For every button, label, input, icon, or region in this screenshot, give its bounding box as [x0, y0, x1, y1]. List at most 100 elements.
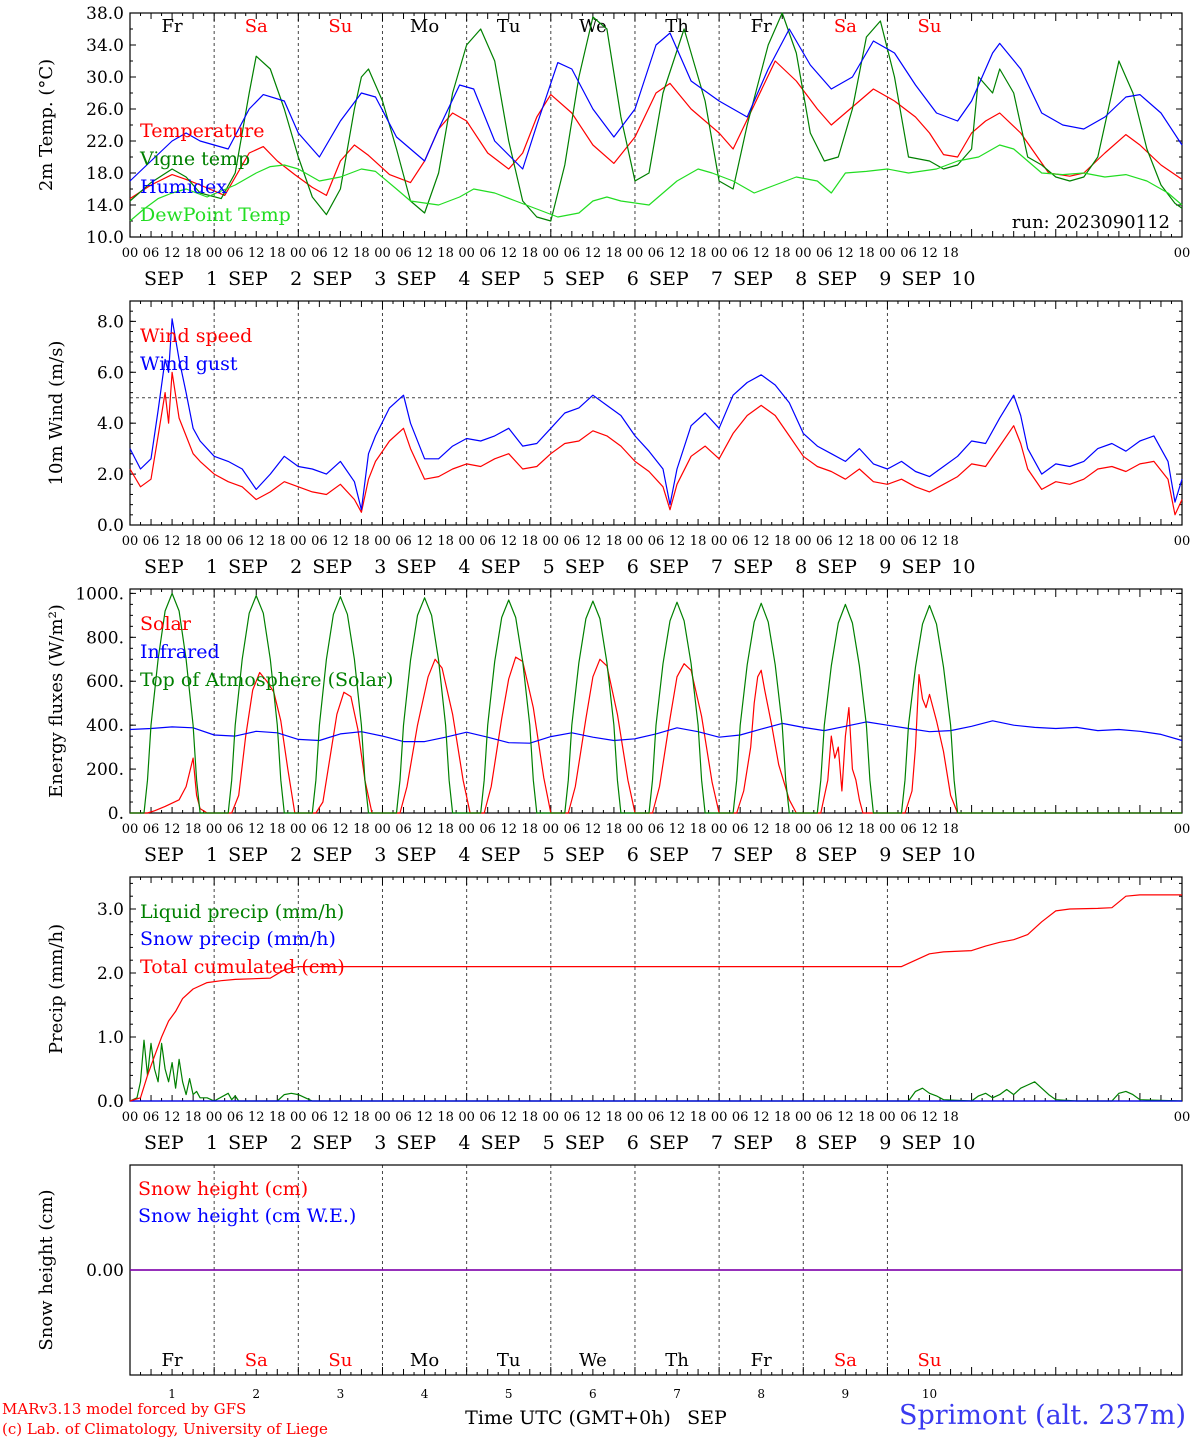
weekday-label: Mo: [410, 16, 439, 37]
hour-tick-label: 18: [942, 822, 959, 837]
hour-tick-label: 06: [816, 1110, 833, 1125]
hour-tick-label: 06: [311, 246, 328, 261]
hour-tick-label: 12: [837, 534, 854, 549]
hour-tick-label: 00: [290, 822, 307, 837]
y-tick-label: 26.0: [86, 100, 124, 120]
hour-tick-label: 18: [858, 822, 875, 837]
month-label: SEP: [481, 556, 521, 578]
y-tick-label: 30.0: [86, 68, 124, 88]
y-tick-label: 10.0: [86, 228, 124, 248]
hour-tick-label: 12: [164, 246, 181, 261]
hour-tick-label: 18: [942, 534, 959, 549]
hour-tick-label: 18: [437, 534, 454, 549]
hour-tick-label: 00: [795, 822, 812, 837]
day-number-label: 8: [757, 1387, 765, 1401]
station-name: Sprimont (alt. 237m): [899, 1400, 1186, 1431]
hour-tick-label: 18: [185, 246, 202, 261]
hour-tick-label: 00: [1174, 822, 1191, 837]
y-tick-label: 1.0: [97, 1028, 124, 1048]
hour-tick-label: 06: [900, 534, 917, 549]
legend-entry: Wind gust: [140, 353, 238, 375]
y-tick-label: 3.0: [97, 900, 124, 920]
y-tick-label: 6.0: [97, 363, 124, 383]
model-credit: MARv3.13 model forced by GFS: [2, 1400, 247, 1418]
hour-tick-label: 12: [669, 246, 686, 261]
day-number-label: 2: [290, 268, 302, 290]
hour-tick-label: 18: [185, 822, 202, 837]
series-line: [130, 656, 1182, 814]
hour-tick-label: 18: [521, 246, 538, 261]
panel-5: 0.00 Snow height (cm) Fr Sa Su Mo Tu We Th Fr Sa Su…: [36, 1164, 1183, 1429]
hour-tick-label: 12: [332, 534, 349, 549]
y-axis-label: 10m Wind (m/s): [46, 341, 67, 486]
hour-tick-label: 06: [816, 246, 833, 261]
hour-tick-label: 18: [858, 246, 875, 261]
weekday-label: We: [579, 16, 607, 37]
hour-tick-label: 12: [921, 822, 938, 837]
weekday-label: Th: [665, 1350, 689, 1371]
month-label: SEP: [228, 268, 268, 290]
weekday-label: Sa: [245, 16, 268, 37]
day-number-label: 3: [337, 1387, 345, 1401]
legend-entry: Snow height (cm W.E.): [138, 1205, 356, 1227]
weekday-label: Tu: [497, 16, 521, 37]
hour-tick-label: 06: [311, 1110, 328, 1125]
hour-tick-label: 12: [837, 246, 854, 261]
panel-frame: [129, 588, 1183, 814]
month-label: SEP: [228, 1132, 268, 1154]
hour-tick-label: 06: [479, 534, 496, 549]
hour-tick-label: 18: [690, 822, 707, 837]
month-label: SEP: [312, 844, 352, 866]
hour-tick-label: 06: [648, 1110, 665, 1125]
day-number-label: 10: [951, 844, 975, 866]
day-number-label: 2: [290, 1132, 302, 1154]
hour-tick-label: 18: [353, 246, 370, 261]
hour-tick-label: 06: [648, 246, 665, 261]
hour-tick-label: 12: [753, 1110, 770, 1125]
hour-tick-label: 18: [353, 1110, 370, 1125]
month-label: SEP: [901, 844, 941, 866]
weekday-label: Tu: [497, 1350, 521, 1371]
hour-tick-label: 00: [122, 822, 139, 837]
y-axis-label: 2m Temp. (°C): [36, 59, 57, 191]
hour-tick-label: 18: [185, 1110, 202, 1125]
day-number-label: 1: [206, 1132, 218, 1154]
day-number-label: 7: [673, 1387, 681, 1401]
month-label: SEP: [649, 268, 689, 290]
month-label: SEP: [817, 1132, 857, 1154]
series-line: [129, 28, 1183, 182]
month-label: SEP: [312, 1132, 352, 1154]
month-label: SEP: [733, 268, 773, 290]
month-label: SEP: [565, 556, 605, 578]
x-axis-month: SEP: [687, 1407, 727, 1429]
legend-entry: Snow height (cm): [138, 1178, 308, 1200]
day-number-label: 7: [711, 556, 723, 578]
month-label: SEP: [733, 1132, 773, 1154]
hour-tick-label: 12: [248, 822, 265, 837]
hour-tick-label: 00: [290, 1110, 307, 1125]
day-number-label: 6: [627, 556, 639, 578]
day-number-label: 5: [543, 556, 555, 578]
month-label: SEP: [481, 844, 521, 866]
hour-tick-label: 00: [711, 246, 728, 261]
hour-tick-label: 18: [269, 1110, 286, 1125]
hour-tick-label: 12: [585, 822, 602, 837]
hour-tick-label: 00: [122, 246, 139, 261]
x-axis-label: Time UTC (GMT+0h): [465, 1407, 671, 1429]
hour-tick-label: 12: [164, 534, 181, 549]
hour-tick-label: 18: [774, 1110, 791, 1125]
month-label: SEP: [817, 268, 857, 290]
hour-tick-label: 12: [500, 1110, 517, 1125]
legend-entry: Total cumulated (cm): [140, 956, 345, 978]
hour-tick-label: 00: [879, 822, 896, 837]
day-number-label: 9: [842, 1387, 850, 1401]
hour-tick-label: 12: [248, 1110, 265, 1125]
hour-tick-label: 00: [711, 822, 728, 837]
hour-tick-label: 12: [921, 1110, 938, 1125]
day-number-label: 8: [795, 844, 807, 866]
day-number-label: 10: [951, 1132, 975, 1154]
month-label: SEP: [312, 268, 352, 290]
month-label: SEP: [565, 268, 605, 290]
